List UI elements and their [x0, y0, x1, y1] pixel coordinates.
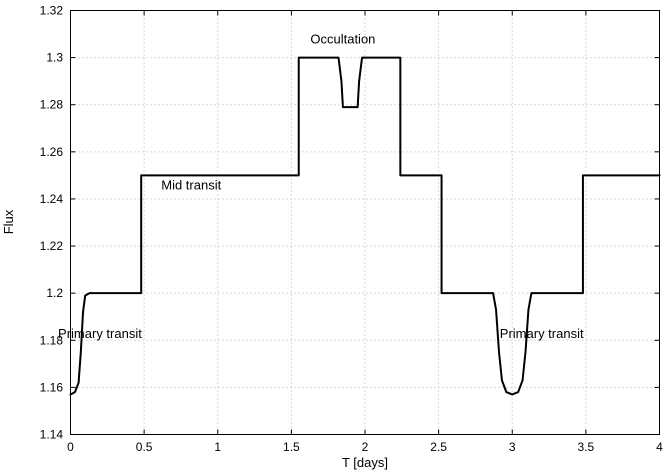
y-tick-label: 1.28	[40, 98, 64, 112]
y-tick-label: 1.22	[40, 239, 64, 253]
annotation-label: Primary transit	[500, 326, 584, 341]
y-tick-label: 1.3	[46, 51, 63, 65]
x-tick-label: 0	[67, 440, 74, 454]
series-group	[69, 56, 661, 396]
x-tick-label: 2.5	[430, 440, 447, 454]
ticks: 0 0.5 1 1.5 2 2.5 3 3.5 4 1.14 1.16 1.18 1.2 1.22 1.24…	[40, 4, 664, 455]
y-tick-label: 1.2	[46, 286, 63, 300]
y-tick-label: 1.18	[40, 333, 64, 347]
x-tick-label: 3.5	[578, 440, 595, 454]
x-tick-label: 3	[509, 440, 516, 454]
x-tick-label: 2	[362, 440, 369, 454]
y-tick-label: 1.24	[40, 192, 64, 206]
x-tick-label: 0.5	[136, 440, 153, 454]
annotation-label: Mid transit	[161, 178, 221, 193]
y-tick-label: 1.32	[40, 4, 64, 18]
annotation-label: Occultation	[310, 31, 375, 46]
x-tick-label: 4	[656, 440, 663, 454]
annotations: Occultation Mid transit Primary transit Pri…	[58, 31, 584, 340]
y-tick-label: 1.14	[40, 428, 64, 442]
x-tick-label: 1.5	[283, 440, 300, 454]
annotation-label: Primary transit	[58, 326, 142, 341]
y-tick-label: 1.16	[40, 380, 64, 394]
grid	[70, 10, 660, 435]
y-tick-label: 1.26	[40, 145, 64, 159]
flux-series-line	[69, 56, 661, 396]
y-axis-title: Flux	[1, 209, 16, 234]
x-tick-label: 1	[214, 440, 221, 454]
x-axis-title: T [days]	[342, 455, 388, 470]
